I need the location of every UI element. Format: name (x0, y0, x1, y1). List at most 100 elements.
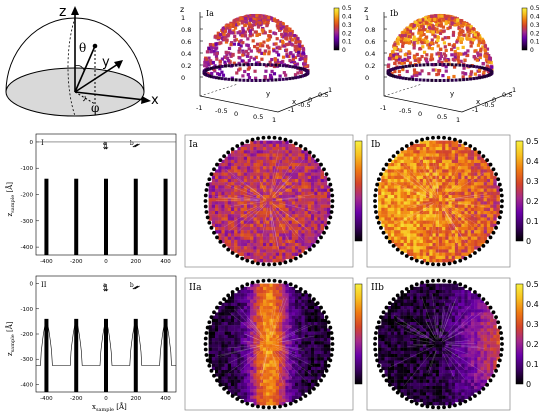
dome-cell (273, 32, 278, 36)
disc-cell (240, 159, 244, 164)
disc-cell (454, 156, 459, 160)
disc-cell (295, 334, 299, 339)
dome-cell (207, 46, 211, 51)
profile-arrow-b-icon (132, 143, 140, 148)
disc-cell (320, 211, 324, 215)
disc-cell (259, 302, 264, 307)
dome-rim-cell (478, 65, 482, 69)
dome-cell (422, 40, 427, 45)
disc-cell (394, 182, 398, 186)
disc-rim-dot (442, 135, 446, 140)
disc-rim-dot (458, 139, 463, 144)
disc-rim-dot (387, 158, 392, 163)
dome-rim-cell (404, 77, 408, 81)
dome-cell (436, 23, 440, 27)
disc-cell (285, 252, 289, 256)
disc-radial-streak (270, 159, 281, 196)
profile-y-axis-unit: [Å] (5, 321, 14, 334)
dome-cell (247, 59, 251, 63)
disc-cell (397, 182, 401, 186)
disc-cell (378, 217, 382, 221)
disc-cell (256, 179, 260, 183)
disc-cell (419, 220, 424, 224)
disc-cell (435, 195, 440, 199)
disc-cell (397, 159, 401, 164)
disc-cell (323, 331, 328, 335)
disc-cell (311, 302, 315, 307)
dome-cell (263, 31, 267, 35)
dome-cell (469, 72, 473, 76)
disc-cell (288, 201, 292, 205)
disc-cell (269, 318, 273, 323)
disc-cell (234, 159, 238, 164)
dome-cell (224, 40, 229, 44)
disc-cell (461, 166, 465, 170)
disc-rim-dot (240, 141, 245, 146)
disc-cell (317, 211, 321, 215)
disc-cell (263, 191, 267, 196)
disc-cell (477, 220, 481, 224)
dome-cell (407, 55, 412, 59)
disc-cell (394, 220, 398, 224)
disc-cell (215, 325, 219, 329)
disc-cell (464, 185, 468, 189)
dome-cell (461, 71, 465, 75)
disc-cell (240, 286, 244, 291)
disc-cell (429, 191, 433, 196)
disc-cell (266, 309, 270, 313)
disc-cell (256, 153, 260, 157)
disc-cell (445, 191, 449, 196)
disc-cell (323, 334, 328, 339)
disc-cell (419, 249, 424, 253)
disc-cell (493, 207, 497, 212)
disc-cell (307, 172, 312, 176)
dome-cell (227, 29, 232, 33)
disc-cell (285, 207, 289, 212)
disc-cell (263, 246, 267, 250)
disc-cell (243, 322, 248, 326)
disc-cell (243, 182, 248, 186)
disc-cell (454, 252, 459, 256)
dome-cell (412, 73, 416, 77)
dome-cell (229, 52, 233, 56)
disc-cell (288, 302, 292, 307)
dome-cell (221, 28, 225, 32)
disc-cell (394, 207, 398, 212)
dome-rim-cell (212, 66, 216, 70)
disc-cell (285, 217, 289, 221)
disc-cell (250, 185, 254, 189)
disc-cell (279, 220, 283, 224)
disc-cell (240, 143, 244, 148)
dome-rim-cell (214, 76, 218, 80)
disc-cell (429, 246, 433, 250)
disc-cell (231, 318, 235, 323)
disc-cell (295, 220, 299, 224)
disc-cell (253, 156, 257, 160)
disc-cell (250, 204, 254, 208)
disc-cell (400, 198, 404, 202)
disc-cell (295, 338, 299, 342)
disc-cell (307, 195, 312, 199)
dome-0-colorbar-tick-0: 0.5 (342, 5, 352, 12)
dome-cell (247, 76, 252, 80)
disc-cell (237, 150, 241, 154)
disc-cell (400, 195, 404, 199)
disc-cell (438, 233, 443, 237)
disc-cell (247, 299, 251, 303)
disc-cell (253, 169, 257, 173)
disc-cell (384, 188, 388, 192)
disc-rim-dot (326, 220, 331, 225)
disc-cell (275, 214, 280, 218)
disc-cell (279, 223, 283, 228)
disc-cell (442, 150, 446, 154)
disc-cell (445, 246, 449, 250)
disc-radial-streak (450, 202, 486, 208)
disc-cell (426, 214, 430, 218)
disc-cell (486, 204, 491, 208)
disc-cell (259, 325, 264, 329)
disc-cell (237, 296, 241, 300)
schematic-z-label: z (59, 4, 66, 20)
disc-cell (327, 331, 331, 335)
dome-cell (430, 41, 434, 45)
disc-cell (323, 318, 328, 323)
